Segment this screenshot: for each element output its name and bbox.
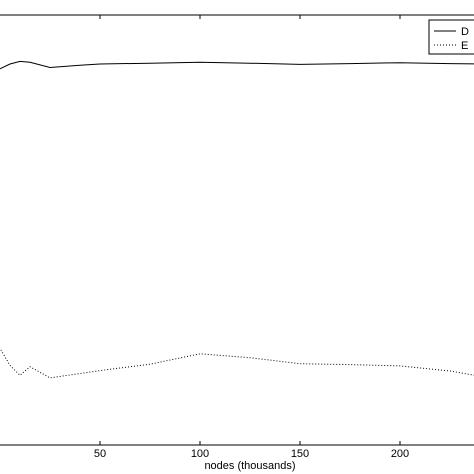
x-tick-label: 200 xyxy=(391,448,409,460)
series-group xyxy=(0,60,474,379)
x-tick-label: 150 xyxy=(291,448,309,460)
x-axis-ticks: 50 100 150 200 xyxy=(94,15,409,460)
legend-box xyxy=(428,19,474,55)
legend: D E xyxy=(428,19,474,55)
x-tick-label: 100 xyxy=(191,448,209,460)
legend-label-d: D xyxy=(461,26,469,38)
x-axis-label: nodes (thousands) xyxy=(204,460,295,472)
series-line-d xyxy=(0,60,474,70)
plot-area xyxy=(0,14,474,446)
series-line-e xyxy=(0,347,474,379)
legend-label-e: E xyxy=(461,40,468,52)
x-tick-label: 50 xyxy=(94,448,106,460)
